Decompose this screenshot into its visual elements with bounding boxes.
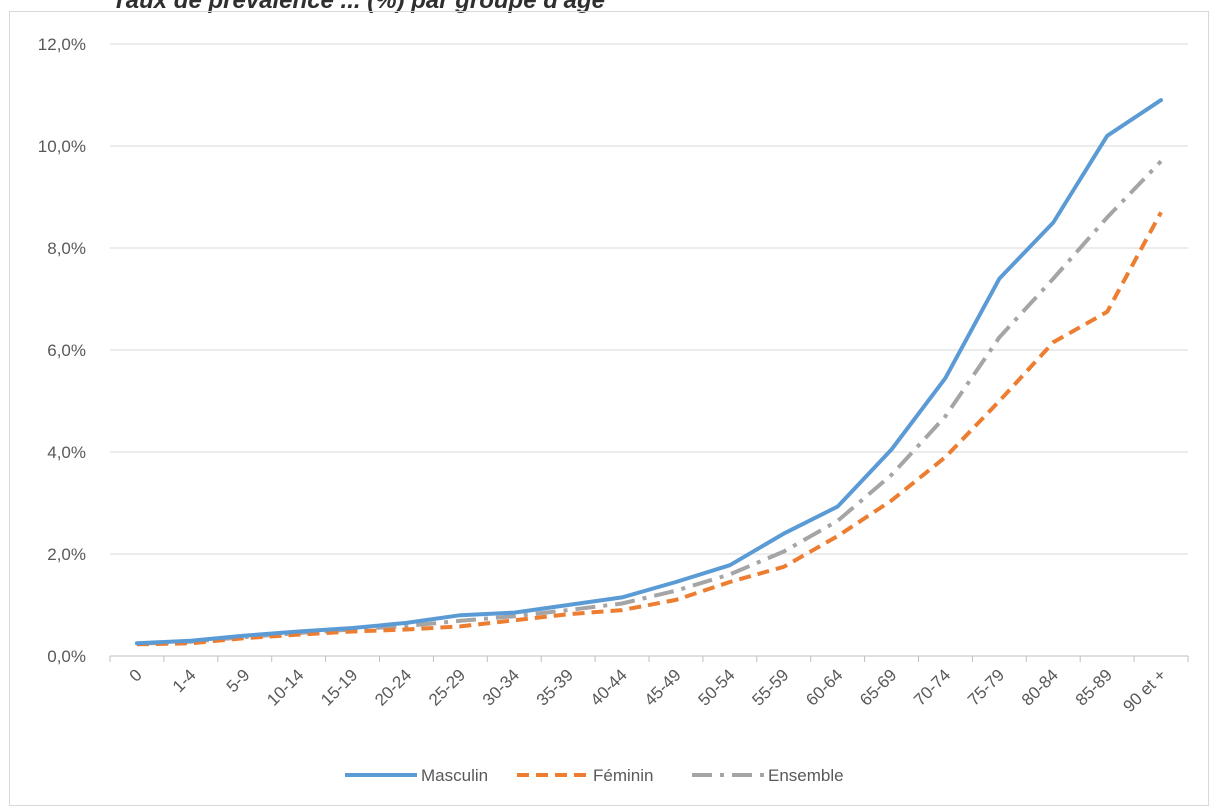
legend-label: Féminin xyxy=(593,766,653,785)
x-tick-label: 25-29 xyxy=(425,665,469,709)
y-tick-label: 0,0% xyxy=(47,647,86,666)
legend-label: Ensemble xyxy=(768,766,844,785)
x-tick-label: 70-74 xyxy=(910,665,954,709)
series-line-ensemble xyxy=(136,159,1163,646)
x-tick-label: 75-79 xyxy=(964,665,1008,709)
x-tick-label: 90 et + xyxy=(1119,665,1170,716)
x-tick-label: 5-9 xyxy=(223,665,254,696)
x-tick-label: 30-34 xyxy=(479,665,523,709)
x-tick-label: 10-14 xyxy=(263,665,307,709)
series-line-féminin xyxy=(136,211,1163,647)
x-tick-label: 60-64 xyxy=(802,665,846,709)
x-tick-label: 1-4 xyxy=(169,665,200,696)
x-tick-label: 80-84 xyxy=(1018,665,1062,709)
x-tick-label: 45-49 xyxy=(641,665,685,709)
x-tick-label: 0 xyxy=(126,665,146,685)
x-tick-label: 65-69 xyxy=(856,665,900,709)
x-tick-label: 40-44 xyxy=(587,665,631,709)
chart-title: Taux de prévalence ... (%) par groupe d'… xyxy=(112,0,605,15)
x-tick-label: 55-59 xyxy=(748,665,792,709)
y-tick-label: 6,0% xyxy=(47,341,86,360)
series-line-masculin xyxy=(134,98,1163,646)
chart-title-text: Taux de prévalence ... (%) par groupe d'… xyxy=(112,0,605,14)
x-tick-label: 50-54 xyxy=(694,665,738,709)
x-tick-label: 85-89 xyxy=(1072,665,1116,709)
x-tick-label: 20-24 xyxy=(371,665,415,709)
y-tick-label: 2,0% xyxy=(47,545,86,564)
y-tick-label: 12,0% xyxy=(38,35,86,54)
x-tick-label: 35-39 xyxy=(533,665,577,709)
chart-frame xyxy=(9,11,1209,806)
legend-label: Masculin xyxy=(421,766,488,785)
y-tick-label: 10,0% xyxy=(38,137,86,156)
y-tick-label: 4,0% xyxy=(47,443,86,462)
x-tick-label: 15-19 xyxy=(317,665,361,709)
y-tick-label: 8,0% xyxy=(47,239,86,258)
